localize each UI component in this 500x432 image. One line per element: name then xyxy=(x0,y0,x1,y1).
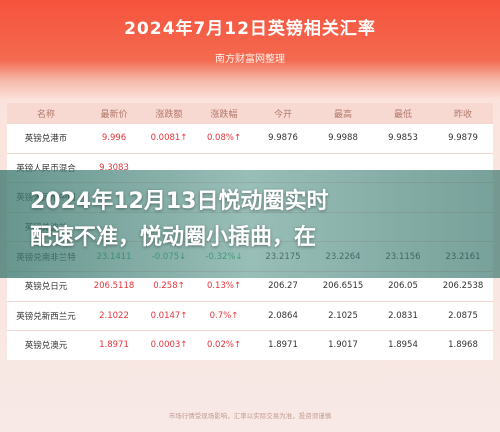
table-cell-name: 英镑兑港币 xyxy=(7,123,85,154)
table-cell-low: 1.8954 xyxy=(373,330,433,360)
table-row: 英镑兑新西兰元 2.1022 0.0147↑ 0.7%↑ 2.0864 2.1025 2.0… xyxy=(7,300,493,331)
page-subtitle: 南方财富网整理 xyxy=(215,54,285,65)
table-cell-price: 2.1022 xyxy=(85,300,143,331)
table-cell-open: 1.8971 xyxy=(253,330,313,360)
table-cell-open: 9.9876 xyxy=(253,123,313,154)
table-cell-pct: 0.7%↑ xyxy=(195,300,253,331)
headline-overlay xyxy=(0,170,500,278)
column-header: 昨收 xyxy=(433,103,493,124)
table-row: 英镑兑港币 9.996 0.0081↑ 0.08%↑ 9.9876 9.9988 9.985… xyxy=(7,123,493,154)
table-cell-change: 0.0081↑ xyxy=(143,123,195,154)
page-title: 2024年7月12日英镑相关汇率 xyxy=(124,19,376,39)
table-cell-high: 9.9988 xyxy=(313,123,373,154)
table-cell-prev: 1.8968 xyxy=(433,330,493,360)
table-cell-high: 1.9017 xyxy=(313,330,373,360)
table-cell-prev: 9.9879 xyxy=(433,123,493,154)
table-cell-price: 1.8971 xyxy=(85,330,143,360)
table-cell-change: 0.0147↑ xyxy=(143,300,195,331)
table-cell-prev: 2.0875 xyxy=(433,300,493,331)
headline: 2024年12月13日悦动圈实时 配速不准，悦动圈小插曲，在 xyxy=(30,184,470,256)
column-header: 最低 xyxy=(373,103,433,124)
table-cell-pct: 0.02%↑ xyxy=(195,330,253,360)
table-cell-pct: 0.08%↑ xyxy=(195,123,253,154)
column-header: 名称 xyxy=(7,103,85,124)
table-header-row: 名称 最新价 涨跌额 涨跌幅 今开 最高 最低 昨收 xyxy=(7,103,493,124)
table-row: 英镑兑澳元 1.8971 0.0003↑ 0.02%↑ 1.8971 1.9017 1.89… xyxy=(7,330,493,360)
disclaimer: 市场行情受现场影响，汇率以实际交易为准，投资须谨慎 xyxy=(168,412,332,420)
table-cell-low: 9.9853 xyxy=(373,123,433,154)
column-header: 涨跌额 xyxy=(143,103,195,124)
headline-line-2: 配速不准，悦动圈小插曲，在 xyxy=(30,225,317,250)
table-cell-name: 英镑兑新西兰元 xyxy=(7,300,85,331)
headline-line-1: 2024年12月13日悦动圈实时 xyxy=(30,189,329,214)
table-cell-high: 2.1025 xyxy=(313,300,373,331)
table-cell-open: 2.0864 xyxy=(253,300,313,331)
column-header: 涨跌幅 xyxy=(195,103,253,124)
column-header: 最高 xyxy=(313,103,373,124)
table-cell-change: 0.0003↑ xyxy=(143,330,195,360)
column-header: 今开 xyxy=(253,103,313,124)
table-cell-name: 英镑兑澳元 xyxy=(7,330,85,360)
table-cell-price: 9.996 xyxy=(85,123,143,154)
table-cell-low: 2.0831 xyxy=(373,300,433,331)
column-header: 最新价 xyxy=(85,103,143,124)
